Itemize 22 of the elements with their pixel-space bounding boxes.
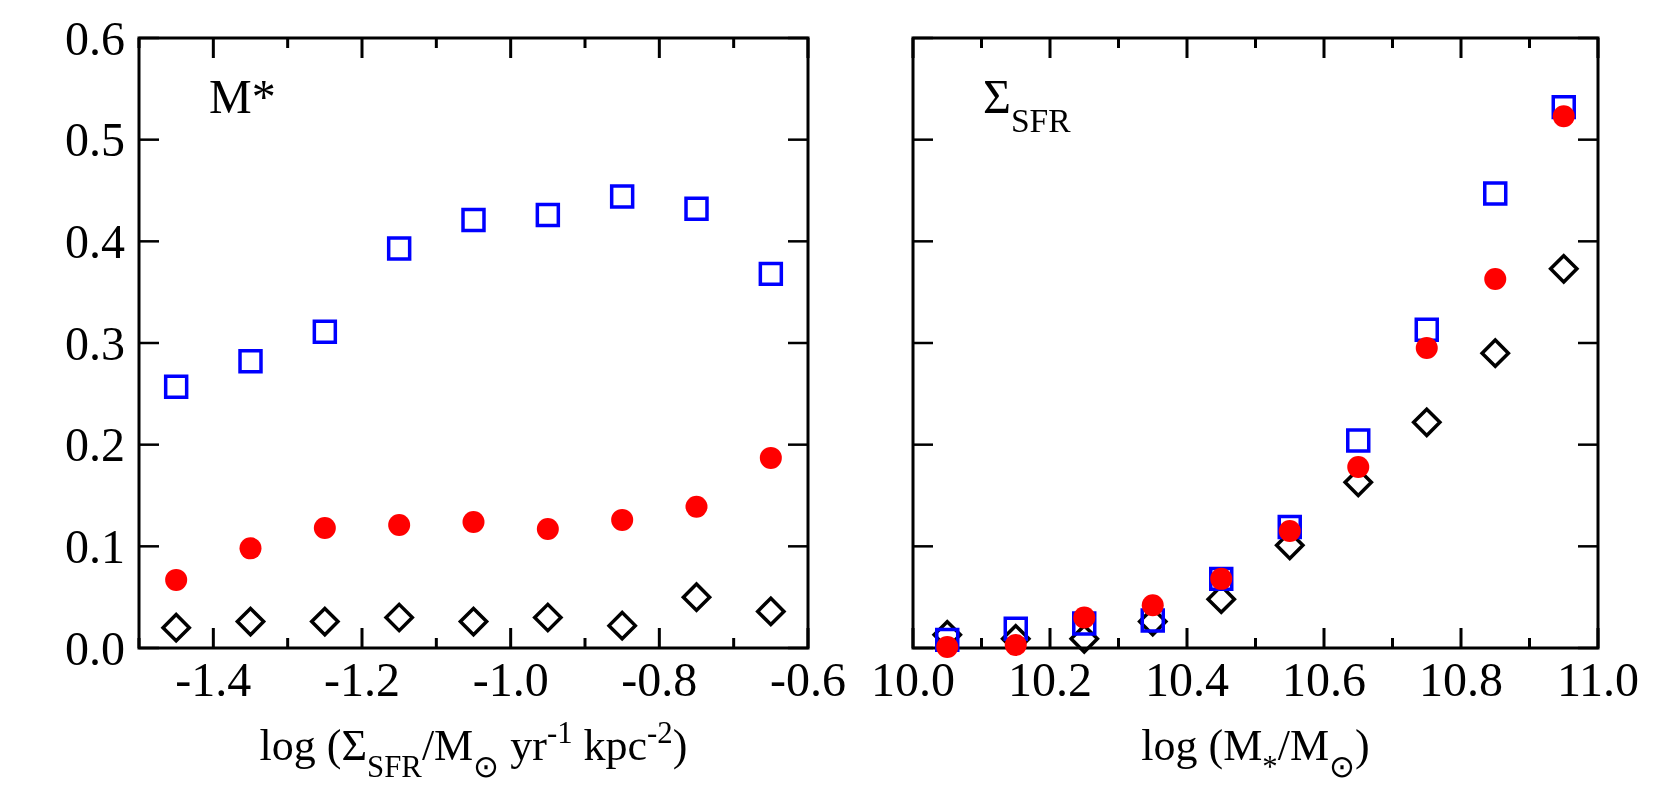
x-tick-label: -0.8 — [621, 653, 698, 707]
x-tick-label: -1.4 — [175, 653, 252, 707]
x-tick-label: -1.2 — [324, 653, 400, 707]
y-tick-label: 0.6 — [65, 11, 125, 65]
x-tick-label: -1.0 — [472, 653, 549, 707]
x-tick-label: 10.2 — [1008, 653, 1092, 707]
x-tick-label: 10.4 — [1145, 653, 1229, 707]
x-axis-title: log (M$_{*}$/M$_{⊙}$) — [1141, 721, 1370, 784]
annotation: M* — [209, 70, 276, 123]
text: log (Σ$_{SFR}$/M$_{⊙}$ yr$^{-1}$ kpc$^{-2}$) — [259, 716, 688, 784]
x-tick-label: 10.8 — [1419, 653, 1503, 707]
annotation: Σ$_{SFR}$ — [983, 70, 1072, 139]
y-tick-label: 0.5 — [65, 113, 125, 167]
x-tick-label: 11.0 — [1556, 653, 1640, 707]
y-tick-label: 0.0 — [65, 621, 125, 675]
y-tick-label: 0.1 — [65, 519, 125, 573]
x-tick-label: 10.6 — [1282, 653, 1366, 707]
y-tick-label: 0.4 — [65, 214, 125, 268]
y-tick-label: 0.2 — [65, 418, 125, 472]
x-tick-label: 10.0 — [871, 653, 955, 707]
x-tick-label: -0.6 — [770, 653, 846, 707]
y-tick-label: 0.3 — [65, 316, 125, 370]
